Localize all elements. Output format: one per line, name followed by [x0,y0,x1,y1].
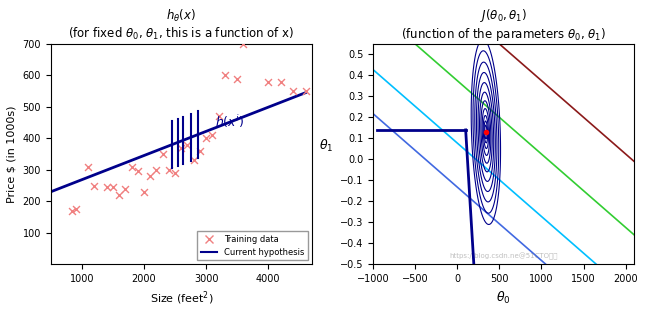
Point [145,174,155,179]
Point [213,114,224,119]
Point [220,73,230,78]
Point [83,164,93,169]
Point [238,41,249,46]
Y-axis label: Price $ (in 1000s): Price $ (in 1000s) [7,105,17,203]
Point [127,164,137,169]
Point [288,89,298,94]
Point [163,167,174,172]
Point [170,171,180,176]
Point [132,169,143,174]
Point [139,189,149,194]
Point [67,208,78,213]
Point [263,79,273,84]
Point [201,136,211,141]
Point [89,183,99,188]
X-axis label: Size (feet$^2$): Size (feet$^2$) [149,290,213,307]
Title: $h_\theta(x)$
(for fixed $\theta_0$, $\theta_1$, this is a function of x): $h_\theta(x)$ (for fixed $\theta_0$, $\t… [68,8,295,42]
Point [151,167,162,172]
Point [176,145,187,150]
Point [194,149,205,154]
Point [276,79,286,84]
Point [189,158,199,163]
Point [158,152,168,157]
Title: $J(\theta_0, \theta_1)$
(function of the parameters $\theta_0$, $\theta_1$): $J(\theta_0, \theta_1)$ (function of the… [401,7,606,43]
Text: $h(x^i)$: $h(x^i)$ [215,113,245,130]
Point [207,133,218,138]
Point [120,186,130,191]
Point [101,185,112,190]
Point [70,207,81,212]
X-axis label: $\theta_0$: $\theta_0$ [496,290,511,306]
Point [108,185,118,190]
Text: https://blog.csdn.ne@51CTO博客: https://blog.csdn.ne@51CTO博客 [450,252,557,260]
Point [232,76,242,81]
Legend: Training data, Current hypothesis: Training data, Current hypothesis [197,231,307,260]
Point [182,142,193,147]
Point [300,89,311,94]
Y-axis label: $\theta_1$: $\theta_1$ [318,138,333,154]
Point [114,192,124,198]
